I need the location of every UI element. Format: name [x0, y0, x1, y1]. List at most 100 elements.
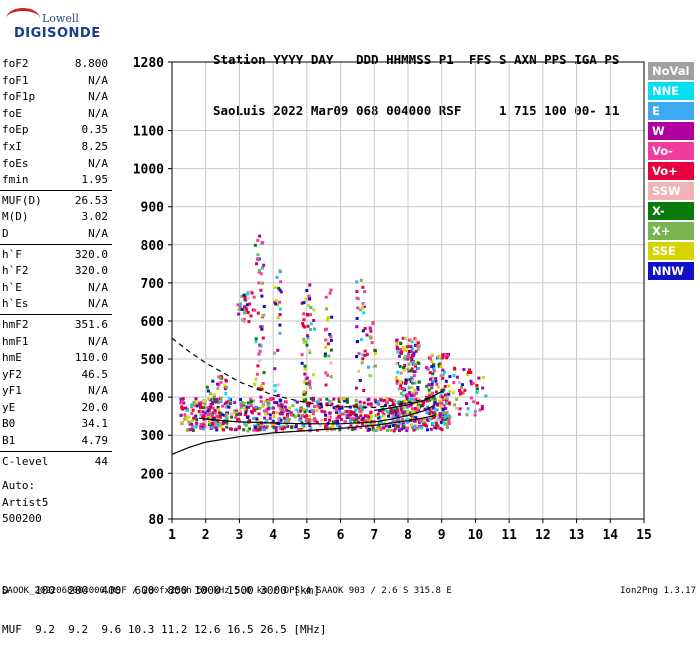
- echo-point: [331, 420, 335, 424]
- echo-point: [360, 338, 363, 341]
- echo-point: [348, 405, 352, 409]
- echo-point: [408, 391, 412, 395]
- echo-point: [276, 383, 280, 387]
- echo-point: [355, 325, 359, 329]
- echo-point: [278, 270, 282, 274]
- echo-point: [293, 415, 297, 419]
- echo-point: [461, 391, 465, 395]
- param-row: MUF(D) 26.53: [0, 193, 112, 210]
- echo-point: [294, 425, 298, 429]
- header-line1: Station YYYY DAY DDD HHMMSS P1 FFS S AXN…: [213, 52, 620, 67]
- echo-point: [309, 328, 312, 331]
- echo-point: [337, 415, 341, 419]
- echo-point: [329, 348, 333, 352]
- echo-point: [225, 418, 229, 422]
- echo-point: [190, 422, 194, 426]
- param-label: foEp: [2, 123, 29, 137]
- legend-item: W: [648, 122, 694, 140]
- echo-point: [406, 367, 410, 371]
- echo-point: [443, 384, 447, 388]
- echo-point: [401, 336, 405, 340]
- echo-point: [185, 409, 189, 412]
- version-label: Ion2Png 1.3.17: [620, 586, 696, 596]
- echo-point: [287, 411, 291, 415]
- echo-point: [199, 406, 202, 409]
- param-value: 8.25: [81, 139, 109, 153]
- echo-point: [385, 401, 388, 405]
- echo-point: [426, 367, 430, 371]
- echo-point: [339, 417, 343, 421]
- echo-point: [448, 375, 452, 379]
- echo-point: [436, 356, 440, 360]
- echo-point: [212, 393, 216, 397]
- echo-point: [354, 408, 357, 412]
- echo-point: [243, 305, 246, 309]
- echo-point: [412, 426, 416, 430]
- echo-point: [266, 401, 270, 405]
- echo-point: [363, 290, 367, 294]
- echo-point: [427, 383, 431, 387]
- echo-point: [413, 362, 417, 366]
- echo-point: [439, 420, 443, 424]
- echo-point: [478, 408, 482, 412]
- echo-point: [237, 308, 241, 311]
- auto-label: Auto:: [2, 479, 36, 492]
- param-label: foEs: [2, 156, 29, 170]
- echo-point: [313, 405, 316, 409]
- echo-point: [300, 353, 304, 357]
- echo-point: [397, 354, 401, 358]
- echo-point: [217, 400, 221, 404]
- echo-point: [430, 384, 434, 388]
- echo-point: [431, 411, 435, 415]
- echo-point: [416, 341, 420, 345]
- echo-point: [447, 421, 451, 425]
- echo-point: [273, 401, 277, 404]
- echo-point: [401, 387, 405, 391]
- param-label: h`E: [2, 280, 22, 294]
- echo-point: [389, 398, 393, 402]
- trace-curves: [171, 337, 442, 455]
- y-tick-label: 1280: [133, 56, 164, 71]
- echo-point: [329, 399, 333, 403]
- echo-point: [440, 419, 444, 422]
- echo-point: [328, 411, 332, 415]
- echo-point: [327, 426, 331, 430]
- echo-point: [411, 407, 414, 411]
- echo-point: [387, 414, 390, 418]
- echo-point: [444, 413, 448, 417]
- echo-point: [400, 350, 404, 354]
- param-label: MUF(D): [2, 193, 42, 207]
- echo-point: [397, 387, 401, 391]
- echo-point: [406, 355, 410, 359]
- echo-point: [429, 357, 432, 361]
- echo-point: [355, 290, 359, 293]
- param-label: fmin: [2, 173, 29, 187]
- param-separator: [0, 243, 112, 245]
- echo-point: [355, 418, 359, 422]
- echo-point: [431, 380, 434, 383]
- echo-point: [258, 406, 262, 410]
- echo-point: [185, 418, 189, 422]
- echo-point: [390, 398, 394, 402]
- echo-point: [415, 391, 418, 395]
- echo-point: [219, 412, 223, 415]
- echo-point: [416, 397, 420, 401]
- echo-point: [315, 409, 319, 413]
- file-info: SAOOK_2022068004000.RSF / 280fx256h 50 k…: [2, 586, 452, 596]
- echo-point: [259, 344, 263, 348]
- echo-point: [432, 416, 436, 420]
- echo-point: [279, 403, 283, 407]
- echo-point: [406, 426, 409, 430]
- echo-point: [201, 410, 205, 414]
- echo-point: [309, 322, 313, 326]
- echo-point: [374, 364, 377, 368]
- echo-point: [402, 347, 406, 351]
- echo-point: [203, 411, 207, 415]
- legend-item: E: [648, 102, 694, 120]
- echo-point: [396, 350, 400, 354]
- echo-point: [484, 394, 488, 398]
- echo-point: [291, 404, 295, 408]
- echo-point: [405, 428, 409, 432]
- echo-point: [423, 423, 427, 427]
- echo-point: [410, 376, 414, 380]
